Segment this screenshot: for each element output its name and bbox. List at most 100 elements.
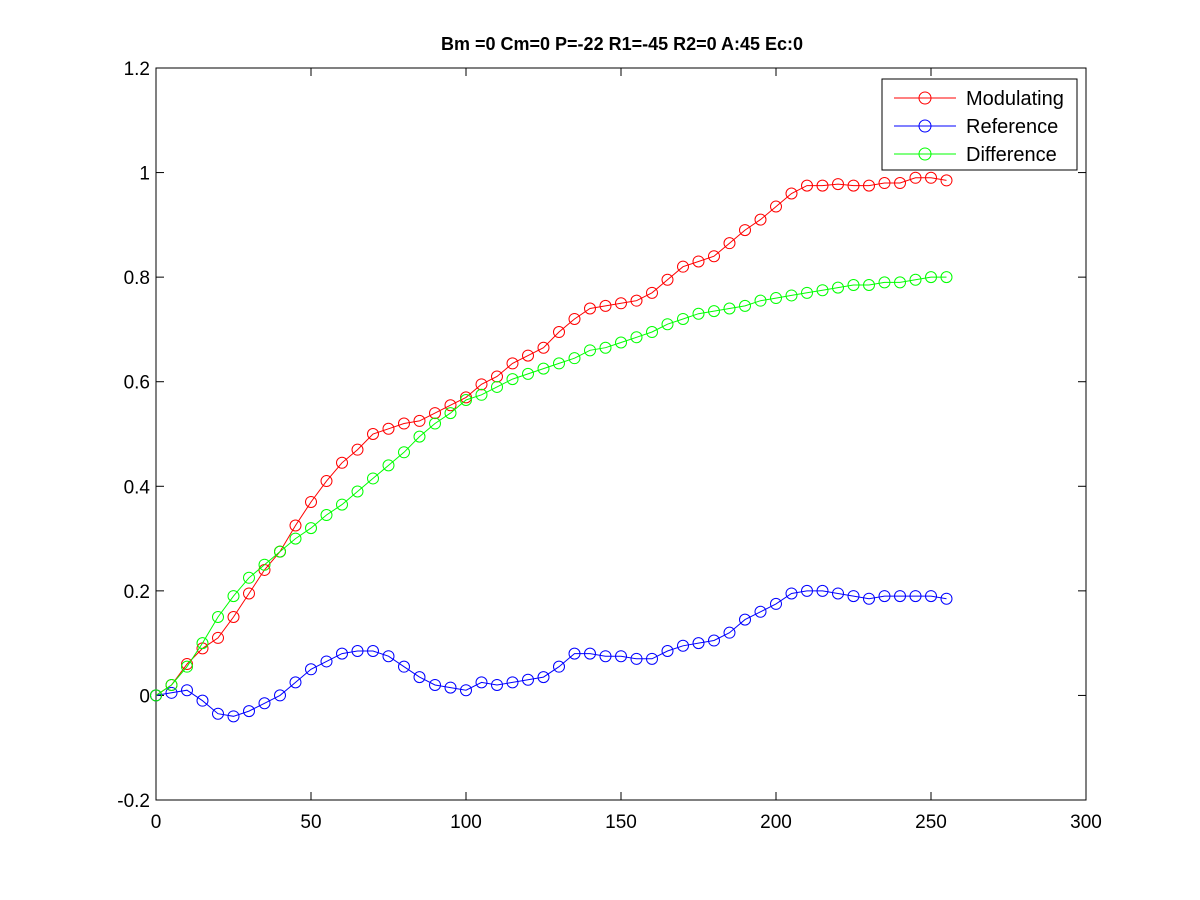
data-point-reference [274, 689, 286, 702]
data-point-difference [723, 302, 736, 315]
data-point-modulating [305, 495, 317, 508]
data-point-modulating [537, 341, 550, 354]
legend-box [881, 78, 1078, 171]
data-point-difference [537, 362, 550, 375]
legend-marker-reference [918, 119, 932, 133]
data-point-difference [491, 380, 503, 393]
data-point-reference [351, 644, 364, 657]
data-point-difference [274, 545, 286, 558]
y-tick-label: 0.8 [124, 268, 150, 289]
data-point-reference [491, 678, 503, 691]
data-point-difference [894, 276, 906, 289]
data-point-difference [754, 294, 767, 307]
data-point-difference [925, 271, 937, 284]
data-point-reference [460, 684, 472, 697]
y-tick-label: 1 [139, 164, 150, 185]
x-tick-label: 100 [450, 812, 482, 833]
data-point-reference [754, 605, 767, 618]
data-point-difference [196, 637, 209, 650]
data-point-reference [336, 647, 348, 660]
series-line-difference [155, 276, 947, 696]
data-point-modulating [739, 224, 751, 237]
data-point-reference [739, 613, 751, 626]
data-point-reference [770, 597, 782, 610]
data-point-difference [630, 331, 643, 344]
data-point-reference [630, 652, 643, 665]
data-point-reference [599, 650, 612, 663]
data-point-reference [243, 705, 255, 718]
data-point-modulating [708, 250, 720, 263]
data-point-difference [739, 299, 751, 312]
data-point-modulating [940, 174, 953, 187]
data-point-reference [925, 590, 937, 603]
data-point-reference [212, 707, 224, 720]
y-axis: -0.2 0 0.2 0.4 0.6 0.8 1 1.2 [117, 59, 1086, 812]
data-point-reference [615, 650, 627, 663]
data-point-reference [444, 681, 457, 694]
series-reference [150, 584, 953, 723]
legend: Modulating Reference Difference [881, 78, 1078, 171]
legend-item-difference: Difference [894, 144, 1057, 166]
data-point-difference [816, 284, 829, 297]
data-point-reference [646, 652, 658, 665]
series-line-modulating [155, 177, 947, 696]
data-point-difference [429, 417, 441, 430]
data-point-reference [832, 587, 844, 600]
data-point-modulating [646, 286, 658, 299]
y-tick-label: 0 [139, 686, 150, 707]
data-point-modulating [692, 255, 705, 268]
data-point-modulating [894, 177, 906, 190]
legend-label-modulating: Modulating [966, 88, 1064, 110]
data-point-difference [553, 357, 565, 370]
data-point-modulating [863, 179, 875, 192]
data-point-difference [785, 289, 798, 302]
data-point-modulating [320, 475, 333, 488]
y-tick-label: 0.4 [124, 477, 151, 498]
data-point-reference [801, 584, 813, 597]
data-point-difference [708, 305, 720, 318]
data-point-modulating [491, 370, 503, 383]
data-point-difference [336, 498, 348, 511]
data-point-modulating [816, 179, 829, 192]
data-point-difference [940, 271, 953, 284]
data-point-reference [863, 592, 875, 605]
data-point-modulating [475, 378, 488, 391]
data-point-reference [708, 634, 720, 647]
data-point-reference [692, 637, 705, 650]
data-point-reference [584, 647, 596, 660]
x-tick-label: 0 [151, 812, 162, 833]
y-tick-label: 1.2 [124, 59, 150, 80]
legend-label-reference: Reference [966, 116, 1058, 138]
data-point-difference [863, 278, 875, 291]
data-point-difference [460, 394, 472, 407]
series-modulating [150, 171, 953, 702]
data-point-modulating [181, 658, 193, 671]
data-point-reference [398, 660, 410, 673]
data-point-difference [398, 446, 410, 459]
x-tick-label: 250 [915, 812, 947, 833]
data-point-difference [320, 509, 333, 522]
data-point-reference [181, 684, 193, 697]
data-point-difference [289, 532, 302, 545]
data-point-difference [661, 318, 674, 331]
data-point-reference [878, 590, 891, 603]
data-point-reference [258, 697, 271, 710]
data-point-modulating [429, 407, 441, 420]
legend-item-modulating: Modulating [894, 88, 1064, 110]
data-point-difference [847, 278, 860, 291]
data-point-modulating [847, 179, 860, 192]
data-point-modulating [367, 428, 379, 440]
data-point-reference [677, 639, 689, 652]
data-point-reference [723, 626, 736, 639]
x-tick-label: 50 [300, 812, 321, 833]
data-point-modulating [754, 213, 767, 226]
data-point-modulating [336, 456, 348, 469]
legend-item-reference: Reference [894, 116, 1058, 138]
chart-title: Bm =0 Cm=0 P=-22 R1=-45 R2=0 A:45 Ec:0 [441, 34, 803, 54]
data-point-difference [382, 459, 395, 472]
data-point-reference [367, 644, 379, 657]
data-point-difference [413, 430, 426, 443]
data-point-difference [475, 388, 488, 401]
data-point-modulating [398, 417, 410, 430]
